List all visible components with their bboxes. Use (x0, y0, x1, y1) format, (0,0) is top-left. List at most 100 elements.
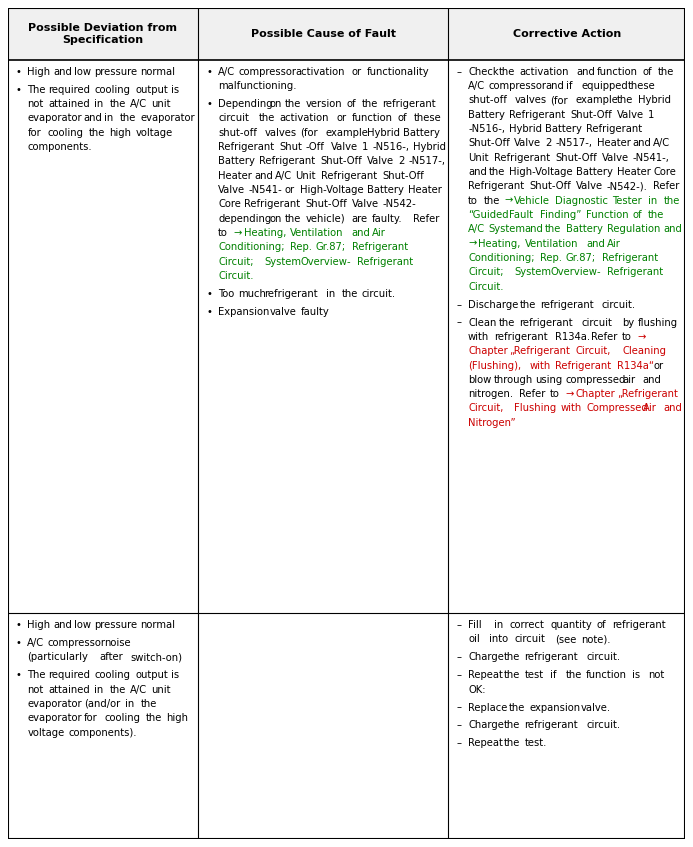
Text: A/C: A/C (130, 99, 147, 109)
Text: Refer: Refer (591, 332, 617, 342)
Text: and: and (254, 170, 273, 180)
Text: the: the (648, 210, 665, 220)
Text: Possible Cause of Fault: Possible Cause of Fault (251, 29, 396, 39)
Text: Circuit.: Circuit. (468, 282, 504, 291)
Text: Refrigerant: Refrigerant (586, 124, 642, 134)
Text: -N517-,: -N517-, (555, 138, 593, 148)
Text: Valve: Valve (351, 199, 379, 209)
Text: →: → (504, 196, 512, 206)
Text: valves: valves (264, 128, 297, 138)
Text: example: example (326, 128, 369, 138)
Text: Conditioning;: Conditioning; (218, 242, 285, 252)
Text: A/C: A/C (130, 684, 147, 695)
Text: or: or (653, 361, 663, 370)
Text: cooling: cooling (48, 128, 84, 138)
Text: if: if (550, 670, 556, 680)
Text: the: the (504, 739, 520, 749)
Text: the: the (259, 113, 276, 124)
Text: components.: components. (27, 142, 92, 152)
Text: these: these (413, 113, 441, 124)
Text: Circuit,: Circuit, (576, 346, 611, 357)
Text: Battery: Battery (403, 128, 440, 138)
Text: Vehicle: Vehicle (514, 196, 550, 206)
Text: the: the (504, 721, 520, 730)
Text: Clean: Clean (468, 318, 496, 328)
Text: the: the (109, 684, 126, 695)
Text: shut-off: shut-off (468, 96, 507, 105)
Text: circuit.: circuit. (586, 652, 620, 662)
Text: Chapter: Chapter (468, 346, 508, 357)
Text: Overview: Overview (300, 257, 347, 267)
Text: Rep.: Rep. (290, 242, 312, 252)
Text: •: • (207, 67, 212, 77)
Text: •: • (207, 289, 212, 299)
Text: •: • (15, 638, 21, 648)
Text: test: test (525, 670, 544, 680)
Text: Unit: Unit (295, 170, 315, 180)
Text: Battery: Battery (576, 167, 613, 177)
Text: Cleaning: Cleaning (622, 346, 666, 357)
Text: 1: 1 (648, 110, 654, 119)
Text: Valve: Valve (218, 185, 245, 195)
Text: System: System (514, 268, 552, 277)
Text: →: → (468, 239, 476, 249)
Text: Refrigerant: Refrigerant (357, 257, 413, 267)
Text: compressor: compressor (238, 67, 297, 77)
Text: normal: normal (141, 67, 175, 77)
Text: not: not (648, 670, 664, 680)
Text: the: the (499, 318, 516, 328)
Text: →: → (565, 389, 574, 399)
Text: oil: oil (468, 634, 480, 645)
Text: Heater: Heater (218, 170, 252, 180)
Text: correct: correct (509, 620, 544, 630)
Text: equipped: equipped (581, 81, 628, 91)
Text: Refrigerant: Refrigerant (244, 199, 300, 209)
Text: are: are (351, 213, 368, 224)
Text: and: and (642, 375, 662, 385)
Text: circuit: circuit (514, 634, 545, 645)
Text: the: the (285, 99, 301, 109)
Text: Finding”: Finding” (540, 210, 581, 220)
Text: Heater: Heater (617, 167, 651, 177)
Text: required: required (48, 85, 90, 95)
Text: blow: blow (468, 375, 491, 385)
Text: for: for (84, 713, 98, 723)
Text: and: and (586, 239, 605, 249)
Text: -Off: -Off (306, 142, 324, 152)
Text: the: the (545, 224, 561, 235)
Text: of: of (398, 113, 407, 124)
Text: Hybrid: Hybrid (367, 128, 400, 138)
Text: and: and (525, 224, 543, 235)
Text: the: the (509, 702, 525, 712)
Text: function: function (351, 113, 393, 124)
Text: Charge: Charge (468, 721, 504, 730)
Text: Battery: Battery (367, 185, 404, 195)
Text: for: for (27, 128, 41, 138)
Text: pressure: pressure (94, 67, 137, 77)
Text: cooling: cooling (94, 670, 130, 680)
Text: Compressed: Compressed (586, 403, 648, 413)
Text: -N541-,: -N541-, (633, 152, 669, 163)
Text: Heating,: Heating, (478, 239, 520, 249)
Text: refrigerant: refrigerant (383, 99, 436, 109)
Text: unit: unit (150, 684, 170, 695)
Text: Overview: Overview (550, 268, 597, 277)
Text: faulty: faulty (300, 307, 329, 317)
Text: Core: Core (653, 167, 676, 177)
Text: Corrective Action: Corrective Action (513, 29, 621, 39)
Text: noise: noise (105, 638, 131, 648)
Text: –: – (456, 67, 461, 77)
Text: of: of (346, 99, 356, 109)
Text: •: • (15, 620, 21, 630)
Text: (Flushing),: (Flushing), (468, 361, 521, 370)
Text: Repeat: Repeat (468, 670, 503, 680)
Text: malfunctioning.: malfunctioning. (218, 81, 297, 91)
Text: →: → (234, 228, 242, 238)
Text: (for: (for (550, 96, 568, 105)
Text: Circuit.: Circuit. (218, 271, 254, 281)
Text: not: not (27, 684, 44, 695)
Text: low: low (73, 67, 91, 77)
Text: -N541-: -N541- (249, 185, 283, 195)
Text: Refrigerant: Refrigerant (259, 157, 315, 166)
Text: by: by (622, 318, 634, 328)
